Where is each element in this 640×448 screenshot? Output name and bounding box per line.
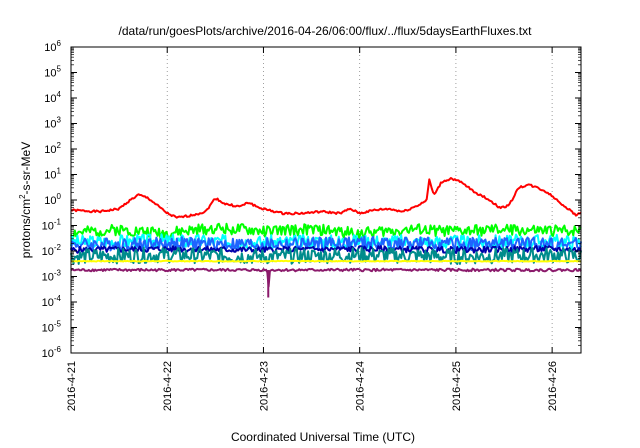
- x-tick-label: 2016-4-25: [451, 361, 463, 411]
- x-axis-title: Coordinated Universal Time (UTC): [231, 430, 415, 444]
- series-group: [70, 177, 582, 298]
- x-axis: 2016-4-21 2016-4-22 2016-4-23 2016-4-24 2016…: [66, 47, 559, 411]
- y-tick-label: 10-1: [42, 218, 62, 233]
- y-tick-label: 103: [44, 116, 61, 131]
- x-tick-label: 2016-4-26: [547, 361, 559, 411]
- series-line-1: [70, 177, 582, 219]
- x-tick-label: 2016-4-24: [355, 361, 367, 411]
- y-axis-title-exp: 2: [18, 194, 27, 199]
- chart-title: /data/run/goesPlots/archive/2016-04-26/0…: [119, 24, 533, 38]
- series-line-2: [70, 222, 582, 240]
- y-tick-label: 104: [44, 90, 61, 105]
- y-axis: 10-6 10-5 10-4 10-3 10-2 10-1 100 101 102 103 104 1…: [42, 39, 581, 360]
- y-tick-label: 10-4: [42, 294, 62, 309]
- y-tick-label: 10-6: [42, 345, 62, 360]
- y-tick-label: 10-2: [42, 243, 62, 258]
- y-tick-label: 101: [44, 167, 61, 182]
- y-tick-label: 106: [44, 39, 61, 54]
- series-line-4: [70, 235, 582, 252]
- y-axis-title: protons/cm2-s-sr-MeV: [18, 142, 33, 258]
- y-tick-label: 10-5: [42, 320, 62, 335]
- x-tick-label: 2016-4-21: [66, 361, 78, 411]
- y-tick-label: 105: [44, 65, 61, 80]
- y-tick-label: 10-3: [42, 269, 62, 284]
- grid: [70, 47, 553, 353]
- y-tick-label: 102: [44, 141, 61, 156]
- x-tick-label: 2016-4-22: [162, 361, 174, 411]
- series-line-8: [70, 267, 582, 288]
- plot-frame: [70, 46, 582, 354]
- series-line-6: [70, 246, 582, 265]
- series-line-7: [70, 259, 582, 263]
- x-tick-label: 2016-4-23: [258, 361, 270, 411]
- y-axis-title-base: protons/cm: [19, 199, 33, 258]
- y-tick-label: 100: [44, 192, 61, 207]
- y-axis-title-rest: -s-sr-MeV: [19, 142, 33, 195]
